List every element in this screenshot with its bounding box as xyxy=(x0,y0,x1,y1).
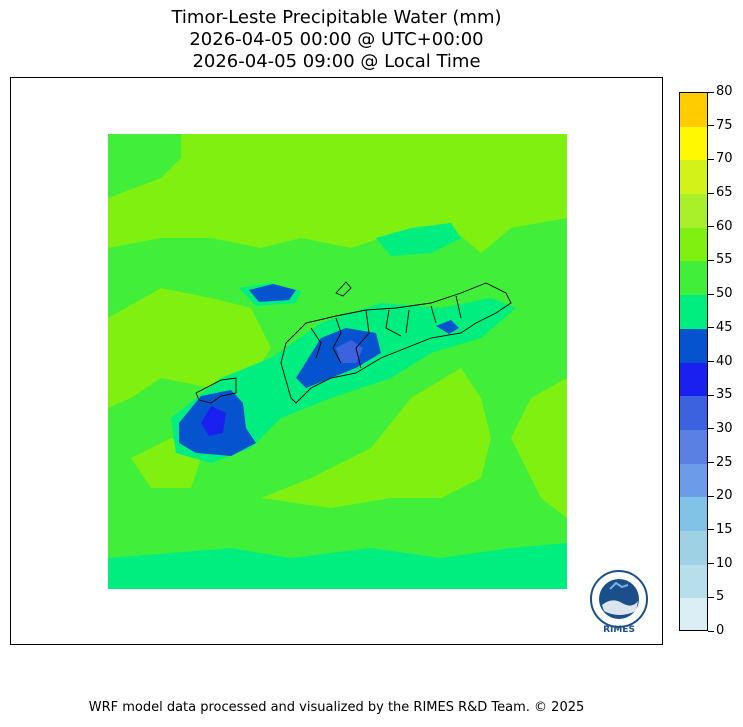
colorbar-tick xyxy=(708,293,714,295)
field-55-60-upper xyxy=(108,134,567,253)
field-45-50-right-blob xyxy=(503,558,531,586)
map-plot-area xyxy=(10,77,663,645)
colorbar-segment xyxy=(680,295,707,329)
colorbar-segment xyxy=(680,396,707,430)
chart-title-line-1: Timor-Leste Precipitable Water (mm) xyxy=(171,7,502,28)
field-55-60-lower xyxy=(261,368,491,508)
colorbar-segment xyxy=(680,227,707,262)
colorbar-segment xyxy=(680,261,707,296)
colorbar-segment xyxy=(680,463,707,498)
colorbar-tick-label: 30 xyxy=(716,420,733,436)
colorbar xyxy=(679,92,708,631)
colorbar-tick-label: 5 xyxy=(716,589,725,605)
colorbar-tick-label: 25 xyxy=(716,454,733,470)
colorbar-tick xyxy=(708,428,714,430)
colorbar-tick-label: 15 xyxy=(716,521,733,537)
colorbar-segment xyxy=(680,362,707,397)
colorbar-tick-label: 40 xyxy=(716,353,733,369)
colorbar-tick-label: 60 xyxy=(716,218,733,234)
colorbar-segment xyxy=(680,497,707,531)
colorbar-tick-label: 0 xyxy=(716,623,725,638)
colorbar-tick-label: 50 xyxy=(716,286,733,302)
colorbar-tick xyxy=(708,125,714,127)
colorbar-tick xyxy=(708,192,714,194)
colorbar-tick-label: 55 xyxy=(716,252,733,268)
field-45-50-island xyxy=(171,298,516,463)
colorbar-tick xyxy=(708,495,714,497)
colorbar-segment xyxy=(680,530,707,565)
colorbar-tick-label: 80 xyxy=(716,84,733,99)
colorbar-segment xyxy=(680,160,707,195)
colorbar-segment xyxy=(680,126,707,161)
chart-title-line-3: 2026-04-05 09:00 @ Local Time xyxy=(192,51,481,72)
colorbar-tick xyxy=(708,630,714,632)
field-40-45-north xyxy=(249,284,296,302)
colorbar-tick xyxy=(708,462,714,464)
colorbar-tick xyxy=(708,529,714,531)
colorbar-tick xyxy=(708,596,714,598)
colorbar-segment xyxy=(680,598,707,630)
rimes-logo: RIMES xyxy=(586,569,652,635)
colorbar-segment xyxy=(680,429,707,464)
colorbar-tick xyxy=(708,361,714,362)
colorbar-tick xyxy=(708,91,714,93)
colorbar-tick-label: 45 xyxy=(716,319,733,335)
field-55-60-right xyxy=(511,378,567,518)
colorbar-segment xyxy=(680,194,707,228)
field-35-40-central xyxy=(336,340,363,363)
colorbar-tick xyxy=(708,394,714,396)
colorbar-segment xyxy=(680,564,707,599)
colorbar-tick-label: 65 xyxy=(716,185,733,201)
colorbar-tick xyxy=(708,158,714,160)
colorbar-tick-label: 35 xyxy=(716,387,733,403)
colorbar-tick xyxy=(708,327,714,329)
chart-title-line-2: 2026-04-05 00:00 @ UTC+00:00 xyxy=(189,29,484,50)
colorbar-tick-label: 20 xyxy=(716,488,733,504)
colorbar-tick-label: 10 xyxy=(716,555,733,571)
colorbar-tick xyxy=(708,226,714,228)
field-45-50-north xyxy=(376,223,461,256)
timor-leste-boundaries xyxy=(195,281,512,404)
colorbar-tick xyxy=(708,259,714,261)
field-45-50-bottom xyxy=(108,543,567,589)
logo-text: RIMES xyxy=(603,625,635,635)
field-40-45-east xyxy=(436,320,459,334)
colorbar-segment xyxy=(680,328,707,363)
colorbar-tick-label: 70 xyxy=(716,151,733,167)
field-35-40-west xyxy=(201,406,226,436)
footer-credit: WRF model data processed and visualized … xyxy=(88,700,585,715)
colorbar-tick-label: 75 xyxy=(716,117,733,133)
colorbar-segment xyxy=(680,93,707,127)
precipitable-water-map xyxy=(108,134,567,589)
colorbar-tick xyxy=(708,563,714,565)
